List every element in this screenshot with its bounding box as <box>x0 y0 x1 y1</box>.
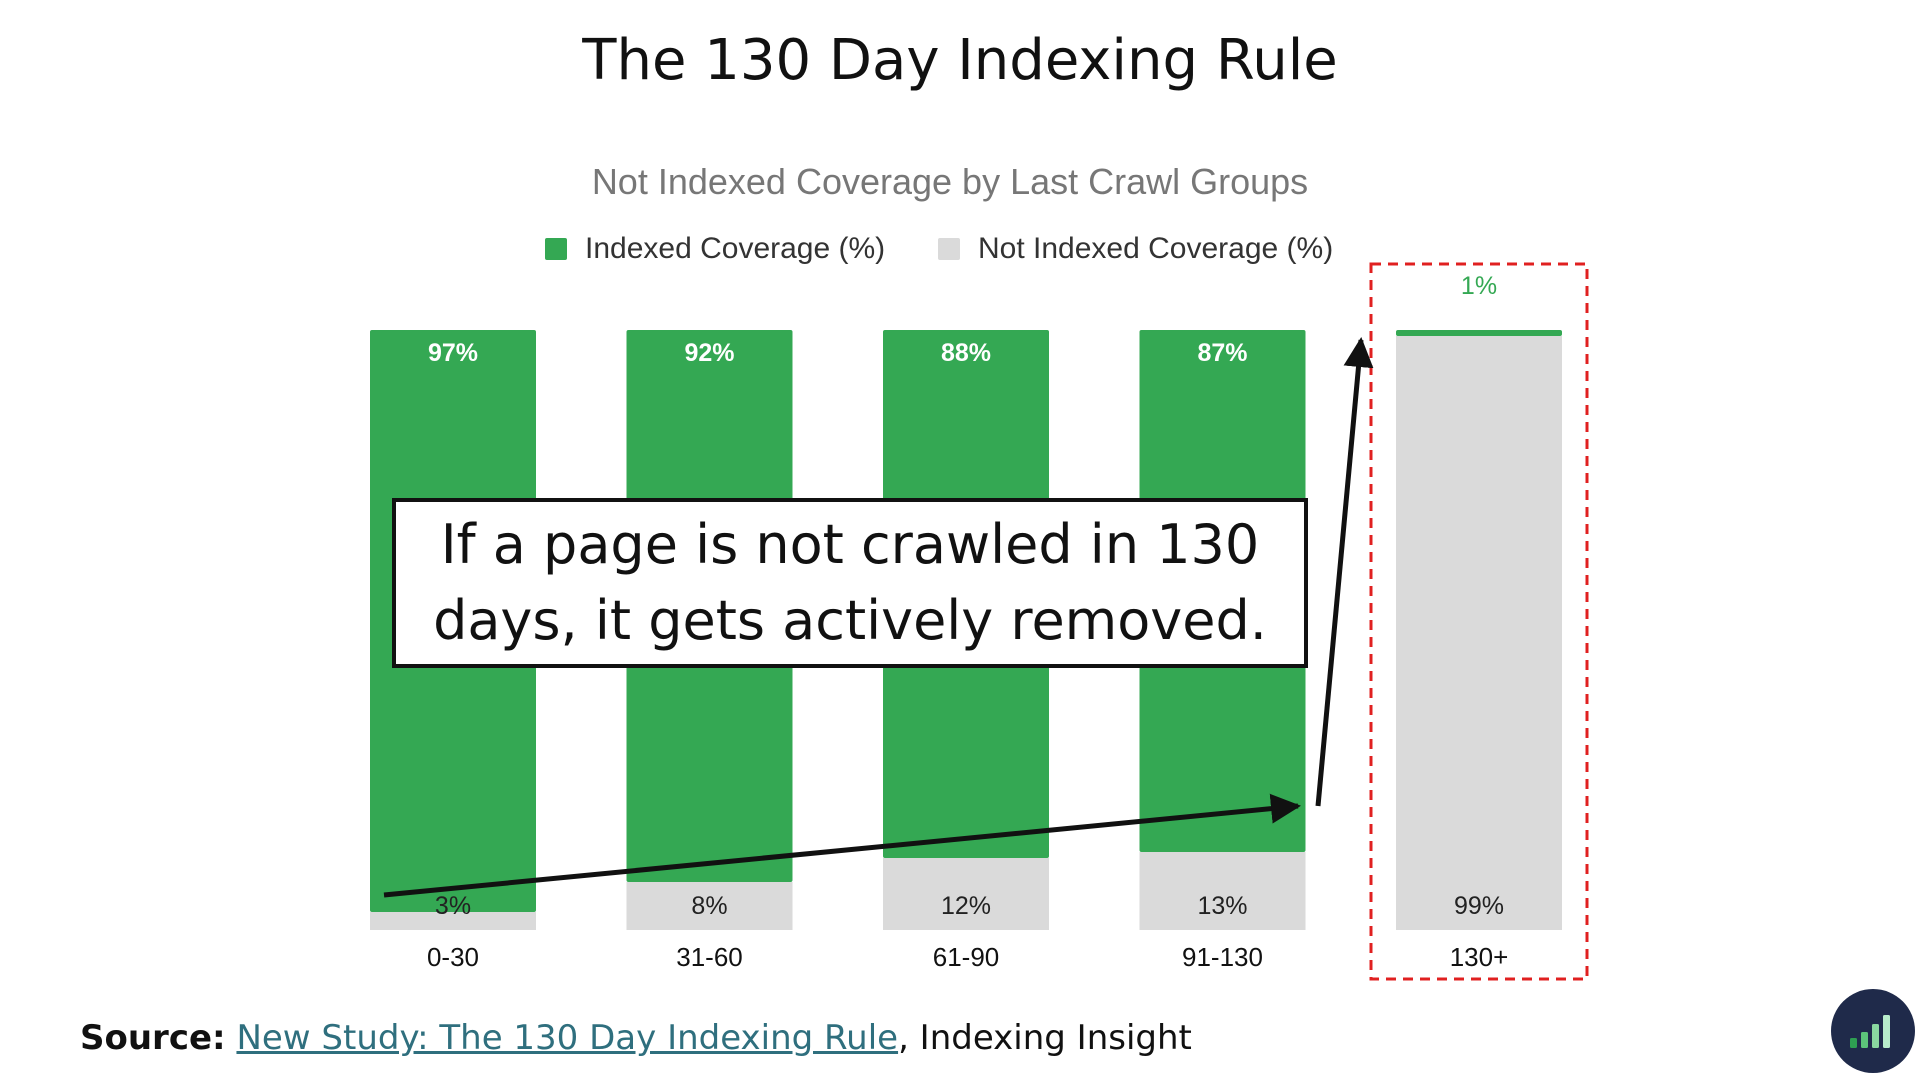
x-tick-label-61-90: 61-90 <box>933 942 1000 972</box>
bar-not-indexed-0-30 <box>370 912 536 930</box>
x-tick-label-91-130: 91-130 <box>1182 942 1263 972</box>
data-label-indexed-130+: 1% <box>1461 272 1497 300</box>
callout-box: If a page is not crawled in 130 days, it… <box>392 498 1308 668</box>
data-label-not-indexed-91-130: 13% <box>1197 892 1247 920</box>
legend-label-0: Indexed Coverage (%) <box>585 232 885 265</box>
data-label-not-indexed-130+: 99% <box>1454 892 1504 920</box>
legend-label-1: Not Indexed Coverage (%) <box>978 232 1333 265</box>
data-label-indexed-31-60: 92% <box>684 339 734 367</box>
bar-indexed-130+ <box>1396 330 1562 336</box>
bar-not-indexed-61-90 <box>883 858 1049 930</box>
slide-title: The 130 Day Indexing Rule <box>582 28 1338 93</box>
data-label-not-indexed-0-30: 3% <box>435 892 471 920</box>
data-label-not-indexed-61-90: 12% <box>941 892 991 920</box>
chart-title: Not Indexed Coverage by Last Crawl Group… <box>592 161 1308 202</box>
source-line: Source: New Study: The 130 Day Indexing … <box>80 1018 1192 1058</box>
x-tick-label-0-30: 0-30 <box>427 942 479 972</box>
annotations <box>383 262 1589 981</box>
x-tick-label-130+: 130+ <box>1450 942 1509 972</box>
legend: Indexed Coverage (%) Not Indexed Coverage… <box>545 232 1333 265</box>
highlight-box <box>1369 262 1589 981</box>
bar-chart-logo-icon <box>1831 989 1915 1073</box>
chart: Not Indexed Coverage by Last Crawl Group… <box>370 161 1589 981</box>
data-label-indexed-91-130: 87% <box>1197 339 1247 367</box>
legend-swatch-0 <box>545 238 567 260</box>
data-label-indexed-0-30: 97% <box>428 339 478 367</box>
data-label-indexed-61-90: 88% <box>941 339 991 367</box>
data-label-not-indexed-31-60: 8% <box>691 892 727 920</box>
source-suffix: , Indexing Insight <box>898 1018 1192 1058</box>
x-tick-label-31-60: 31-60 <box>676 942 743 972</box>
bar-not-indexed-91-130 <box>1139 852 1306 930</box>
legend-swatch-1 <box>938 238 960 260</box>
source-link[interactable]: New Study: The 130 Day Indexing Rule <box>236 1018 899 1058</box>
trend-arrow <box>383 793 1301 898</box>
callout-text: If a page is not crawled in 130 days, it… <box>433 513 1267 652</box>
bar-not-indexed-31-60 <box>626 882 793 930</box>
pointer-arrow <box>1315 337 1374 807</box>
source-label: Source: <box>80 1018 226 1058</box>
bar-not-indexed-130+ <box>1396 336 1562 930</box>
